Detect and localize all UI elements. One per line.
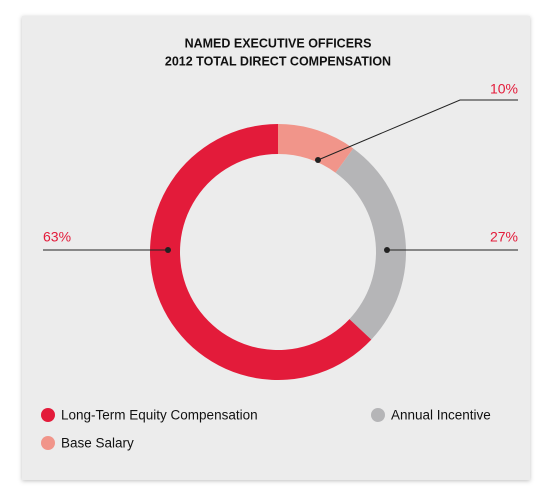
slice <box>278 124 354 173</box>
leader-dot <box>384 247 390 253</box>
legend-label: Base Salary <box>61 436 134 451</box>
value-label: 63% <box>43 229 71 245</box>
slice <box>335 148 407 340</box>
legend-swatch <box>41 408 55 422</box>
slice <box>150 124 372 380</box>
leader-dot <box>165 247 171 253</box>
chart-title: NAMED EXECUTIVE OFFICERS <box>185 36 372 50</box>
leader-dot <box>315 157 321 163</box>
legend-label: Annual Incentive <box>391 408 491 423</box>
legend-swatch <box>41 436 55 450</box>
chart-title: 2012 TOTAL DIRECT COMPENSATION <box>165 54 391 68</box>
value-label: 27% <box>490 229 518 245</box>
panel <box>22 16 530 480</box>
value-label: 10% <box>490 81 518 97</box>
legend-label: Long-Term Equity Compensation <box>61 408 258 423</box>
leader-line <box>317 99 518 161</box>
legend-swatch <box>371 408 385 422</box>
